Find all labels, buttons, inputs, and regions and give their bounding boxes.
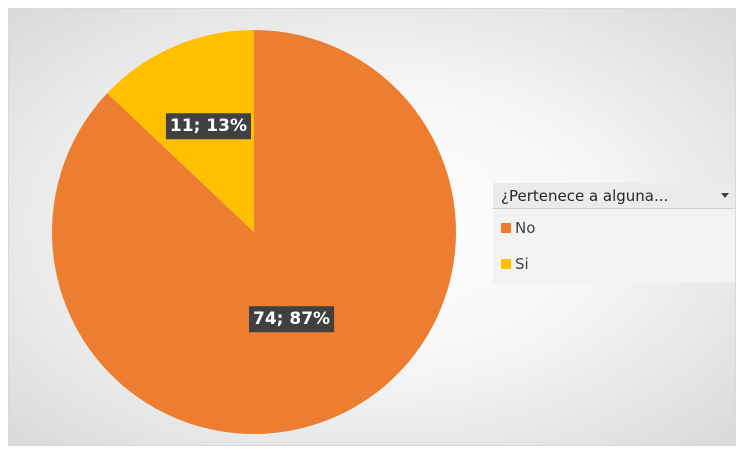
legend-swatch-si — [501, 258, 511, 269]
legend-item-si[interactable]: Si — [501, 255, 529, 275]
data-label-no: 74; 87% — [249, 306, 335, 333]
legend-item-no[interactable]: No — [501, 219, 535, 239]
legend-title: ¿Pertenece a alguna... — [501, 187, 669, 205]
chevron-down-icon[interactable] — [721, 193, 729, 198]
legend-label-no: No — [515, 219, 536, 237]
data-label-si: 11; 13% — [165, 113, 252, 140]
pie-chart: 74; 87% 11; 13% — [51, 30, 457, 435]
data-label-box-no — [249, 306, 335, 333]
data-label-box-si — [165, 113, 252, 140]
data-label-text-si: 11; 13% — [170, 116, 247, 136]
legend-filter-dropdown[interactable]: ¿Pertenece a alguna... — [493, 183, 735, 209]
data-label-text-no: 74; 87% — [253, 309, 330, 329]
legend-swatch-no — [501, 222, 511, 233]
legend-label-si: Si — [515, 255, 529, 273]
chart-area: 74; 87% 11; 13% ¿Pertenece a alguna... No… — [8, 8, 736, 446]
legend-filter-panel: ¿Pertenece a alguna... No Si — [493, 183, 735, 283]
pie-slice-no[interactable] — [51, 30, 457, 435]
